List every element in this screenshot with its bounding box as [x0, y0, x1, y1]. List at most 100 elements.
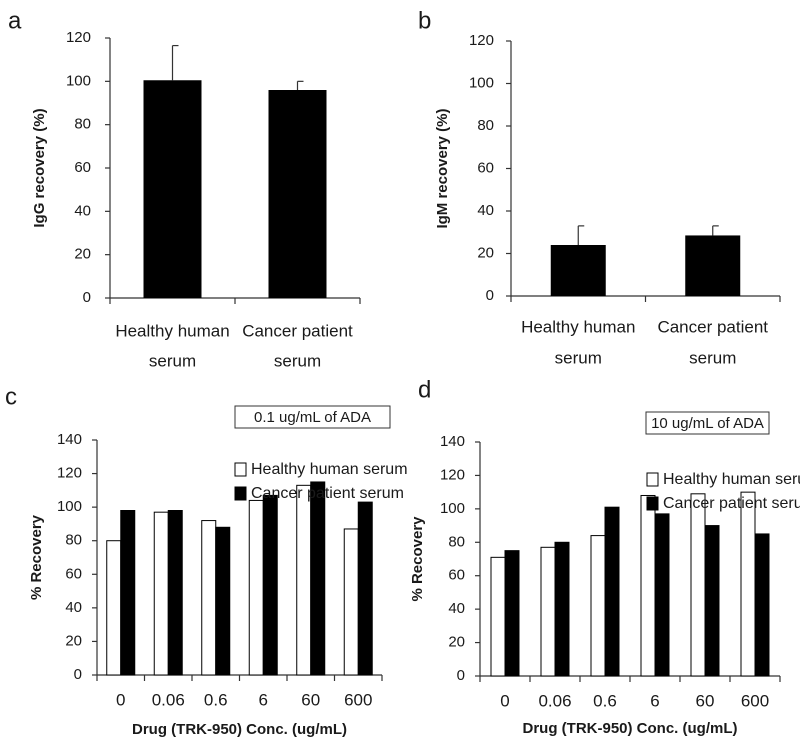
- panel-b: b 0 20 40 60 80 100 120 IgM recovery (%) Healthy …: [418, 7, 781, 367]
- bar-0: [550, 245, 606, 296]
- x-tick-label: 6: [259, 690, 268, 709]
- y-tick-label: 140: [440, 433, 465, 450]
- y-tick-label: 80: [74, 116, 91, 133]
- y-tick-label: 0: [74, 666, 82, 683]
- y-tick-label: 60: [448, 567, 465, 584]
- legend-swatch-cancer: [234, 486, 247, 501]
- title-box: [234, 405, 391, 429]
- bar-healthy-1: [540, 546, 556, 677]
- y-tick-label: 100: [66, 72, 91, 89]
- y-axis-label: IgM recovery (%): [434, 108, 451, 228]
- x-tick-label: Healthy human: [521, 317, 635, 336]
- bar-cancer-5: [754, 533, 770, 677]
- panel-label: d: [418, 376, 431, 403]
- x-tick-label: serum: [689, 348, 736, 367]
- y-tick-label: 40: [477, 202, 494, 219]
- y-tick-label: 20: [65, 632, 82, 649]
- x-tick-label: 600: [741, 691, 769, 710]
- y-tick-label: 40: [65, 599, 82, 616]
- y-tick-label: 20: [448, 634, 465, 651]
- chart-title: 10 ug/mL of ADA: [651, 415, 764, 432]
- y-axis-label: % Recovery: [409, 516, 426, 602]
- legend-swatch-healthy: [234, 462, 247, 477]
- bar-cancer-3: [262, 494, 278, 676]
- y-tick-label: 60: [65, 565, 82, 582]
- y-tick-label: 20: [477, 244, 494, 261]
- bar-cancer-1: [554, 541, 570, 677]
- legend-label-cancer: Cancer patient serum: [663, 495, 800, 512]
- y-tick-label: 80: [448, 533, 465, 550]
- y-tick-label: 80: [65, 532, 82, 549]
- x-tick-label: 600: [344, 690, 372, 709]
- x-tick-label: 0: [116, 690, 125, 709]
- y-tick-label: 120: [66, 29, 91, 46]
- bar-healthy-2: [590, 535, 606, 677]
- y-tick-label: 120: [440, 466, 465, 483]
- title-box: [645, 411, 770, 435]
- y-tick-label: 0: [83, 289, 91, 306]
- y-tick-label: 40: [448, 600, 465, 617]
- y-tick-label: 100: [440, 500, 465, 517]
- y-axis-label: % Recovery: [28, 514, 45, 600]
- panel-label: c: [5, 383, 17, 410]
- legend-label-healthy: Healthy human serum: [663, 471, 800, 488]
- x-tick-label: serum: [149, 351, 196, 370]
- panel-label: a: [8, 7, 22, 34]
- bar-cancer-3: [654, 513, 670, 677]
- x-tick-label: serum: [555, 348, 602, 367]
- bar-cancer-2: [604, 506, 620, 677]
- bar-healthy-4: [690, 493, 706, 677]
- y-tick-label: 120: [57, 465, 82, 482]
- y-tick-label: 120: [469, 32, 494, 49]
- y-tick-label: 100: [57, 498, 82, 515]
- chart-title: 0.1 ug/mL of ADA: [254, 409, 371, 426]
- y-axis-label: IgG recovery (%): [31, 108, 48, 227]
- x-tick-label: 0.06: [538, 691, 571, 710]
- x-tick-label: 60: [696, 691, 715, 710]
- bar-cancer-0: [504, 550, 520, 677]
- bar-cancer-2: [215, 526, 231, 676]
- legend-swatch-cancer: [646, 496, 659, 511]
- bar-1: [268, 90, 327, 298]
- x-axis-label: Drug (TRK-950) Conc. (ug/mL): [523, 720, 738, 737]
- y-tick-label: 20: [74, 246, 91, 263]
- bar-cancer-5: [357, 501, 373, 676]
- y-tick-label: 60: [477, 159, 494, 176]
- y-tick-label: 140: [57, 431, 82, 448]
- bar-healthy-0: [106, 540, 122, 676]
- bar-healthy-5: [740, 491, 756, 677]
- y-tick-label: 80: [477, 117, 494, 134]
- bar-cancer-1: [167, 510, 183, 676]
- bar-cancer-4: [704, 525, 720, 677]
- bar-healthy-3: [248, 499, 264, 676]
- bar-cancer-4: [310, 481, 326, 676]
- x-axis-label: Drug (TRK-950) Conc. (ug/mL): [132, 721, 347, 737]
- legend-swatch-healthy: [646, 472, 659, 487]
- bar-healthy-0: [490, 556, 506, 677]
- panel-a: a 0 20 40 60 80 100 120 IgG recovery (%) Healthy …: [8, 7, 361, 370]
- legend-label-healthy: Healthy human serum: [251, 461, 408, 478]
- y-tick-label: 40: [74, 202, 91, 219]
- x-tick-label: Cancer patient: [242, 321, 353, 340]
- x-tick-label: 0.6: [204, 690, 228, 709]
- y-tick-label: 60: [74, 159, 91, 176]
- panel-c: c 0 20 40 60 80 100 120 140 % Recovery 0 0.06 0.6 6 60…: [5, 383, 408, 737]
- bar-1: [685, 235, 741, 296]
- x-tick-label: 6: [650, 691, 659, 710]
- x-tick-label: 0: [500, 691, 509, 710]
- x-tick-label: 0.06: [152, 690, 185, 709]
- bar-healthy-3: [640, 494, 656, 677]
- bar-healthy-4: [296, 484, 312, 676]
- panel-d: d 0 20 40 60 80 100 120 140 % Recovery 0 0.06 0.6 6 60…: [409, 376, 800, 737]
- x-tick-label: 60: [301, 690, 320, 709]
- y-tick-label: 0: [457, 667, 465, 684]
- panel-label: b: [418, 7, 431, 34]
- x-tick-label: Cancer patient: [657, 317, 768, 336]
- y-tick-label: 0: [486, 287, 494, 304]
- bar-healthy-2: [201, 520, 217, 676]
- x-tick-label: 0.6: [593, 691, 617, 710]
- x-tick-label: Healthy human: [115, 321, 229, 340]
- legend-label-cancer: Cancer patient serum: [251, 485, 404, 502]
- bar-healthy-5: [343, 528, 359, 676]
